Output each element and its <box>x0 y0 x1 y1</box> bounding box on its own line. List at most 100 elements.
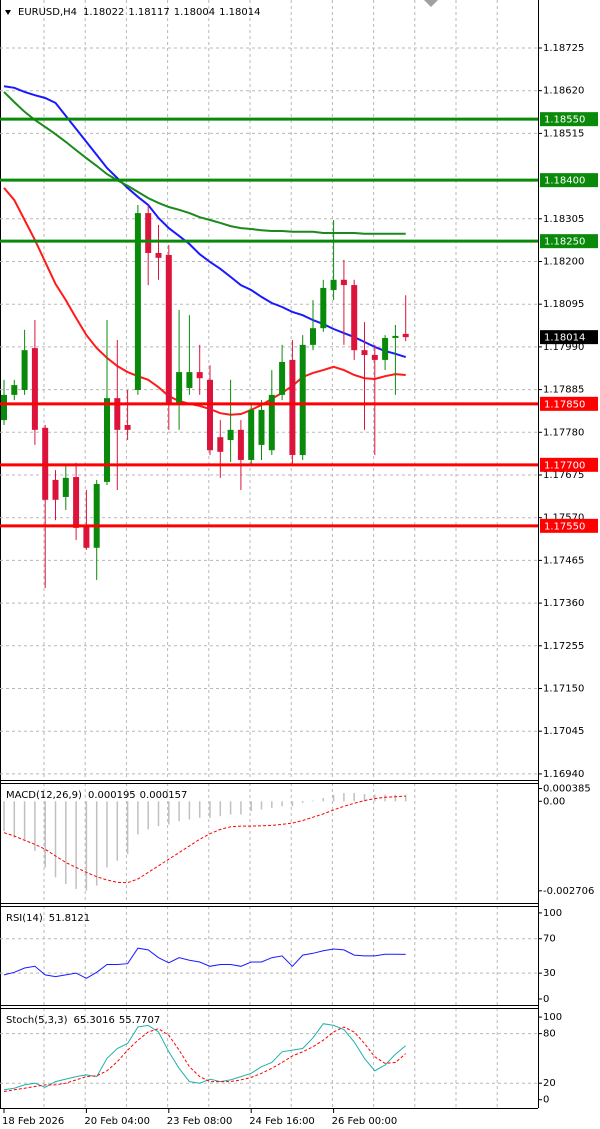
candle-body <box>155 252 162 258</box>
x-tick-label: 18 Feb 2026 <box>2 1116 64 1127</box>
level-tag <box>540 173 598 188</box>
y-tick-label: -0.002706 <box>543 886 594 897</box>
candle-body <box>83 525 90 548</box>
pane-value: 1.18022 <box>83 7 124 18</box>
candle-body <box>1 394 7 421</box>
y-tick-label: 1.18725 <box>543 43 584 54</box>
y-tick-label: 1.18305 <box>543 214 584 225</box>
pane-value: 0.000157 <box>140 790 188 801</box>
candle-body <box>124 424 131 430</box>
pane-value: 1.18014 <box>219 7 260 18</box>
y-tick-label: 0 <box>543 1095 549 1106</box>
y-tick-label: 30 <box>543 968 556 979</box>
y-tick-label: 1.18095 <box>543 299 584 310</box>
pane-value: 0.000195 <box>88 790 136 801</box>
candle-body <box>371 355 378 360</box>
y-tick-label: 0.00 <box>543 796 565 807</box>
candle-body <box>114 398 121 430</box>
y-tick-label: 1.17360 <box>543 598 584 609</box>
menu-arrow[interactable] <box>5 10 11 15</box>
y-tick-label: 1.17780 <box>543 427 584 438</box>
pane-value: 1.18004 <box>174 7 215 18</box>
x-tick-label: 24 Feb 16:00 <box>249 1116 315 1127</box>
candle-body <box>382 337 389 360</box>
candle-body <box>134 213 141 390</box>
y-tick-label: 1.17150 <box>543 683 584 694</box>
indicator-line <box>3 947 406 979</box>
level-tag <box>540 396 598 411</box>
pane-title: EURUSD,H4 <box>18 7 77 18</box>
level-label: 1.18550 <box>544 115 585 126</box>
y-tick-label: 1.18200 <box>543 256 584 267</box>
pane-value: 51.8121 <box>49 913 90 924</box>
y-tick-label: 100 <box>543 1012 562 1023</box>
y-tick-label: 1.17465 <box>543 555 584 566</box>
y-tick-label: 1.16940 <box>543 769 584 780</box>
level-tag <box>540 234 598 249</box>
candle-body <box>351 285 358 351</box>
candle-body <box>340 279 347 286</box>
candle-body <box>11 385 18 395</box>
shift-marker[interactable] <box>424 0 438 7</box>
level-label: 1.18400 <box>544 176 585 187</box>
candle-body <box>52 479 59 500</box>
candle-body <box>289 359 296 456</box>
candle-body <box>186 372 193 388</box>
moving-average <box>3 85 407 359</box>
y-tick-label: 1.18620 <box>543 86 584 97</box>
candle-body <box>237 429 244 460</box>
candle-body <box>73 477 80 528</box>
candle-body <box>176 372 183 406</box>
price-tag <box>540 330 598 345</box>
y-tick-label: 80 <box>543 1029 556 1040</box>
moving-average <box>3 91 406 235</box>
candle-body <box>31 348 38 430</box>
candle-body <box>21 350 28 390</box>
level-label: 1.17550 <box>544 521 585 532</box>
y-tick-label: 1.17255 <box>543 641 584 652</box>
indicator-line <box>3 1023 407 1091</box>
y-tick-label: 1.17045 <box>543 726 584 737</box>
moving-average <box>3 187 406 416</box>
pane-value: 1.18117 <box>128 7 169 18</box>
y-tick-label: 100 <box>543 908 562 919</box>
level-label: 1.17700 <box>544 460 585 471</box>
y-tick-label: 0 <box>543 994 549 1005</box>
candle-body <box>93 483 100 548</box>
x-tick-label: 20 Feb 04:00 <box>84 1116 150 1127</box>
candle-body <box>310 328 316 345</box>
y-tick-label: 1.18515 <box>543 128 584 139</box>
candle-body <box>196 372 203 379</box>
y-tick-label: 20 <box>543 1078 556 1089</box>
candle-body <box>320 287 327 329</box>
candle-body <box>258 409 265 445</box>
pane-title: RSI(14) <box>6 913 43 924</box>
candle-body <box>361 350 368 356</box>
pane-value: 65.3016 <box>73 1015 114 1026</box>
candle-body <box>227 429 234 441</box>
level-tag <box>540 112 598 127</box>
candle-body <box>248 409 255 460</box>
x-tick-label: 26 Feb 00:00 <box>332 1116 398 1127</box>
candle-body <box>402 333 409 338</box>
level-label: 1.18250 <box>544 237 585 248</box>
current-price: 1.18014 <box>544 333 585 344</box>
y-tick-label: 0.000385 <box>543 784 591 795</box>
candle-body <box>299 344 306 456</box>
candle-body <box>268 394 275 451</box>
y-tick-label: 1.17675 <box>543 470 584 481</box>
candle-body <box>392 335 399 338</box>
y-tick-label: 1.17990 <box>543 342 584 353</box>
candle-body <box>330 279 337 290</box>
y-tick-label: 1.17570 <box>543 513 584 524</box>
candle-body <box>104 398 110 482</box>
candle-body <box>279 361 286 395</box>
pane-title: Stoch(5,3,3) <box>6 1015 68 1026</box>
pane-value: 55.7707 <box>119 1015 160 1026</box>
candle-body <box>145 213 152 253</box>
vertical-grid <box>43 0 498 1108</box>
y-tick-label: 1.17885 <box>543 385 584 396</box>
